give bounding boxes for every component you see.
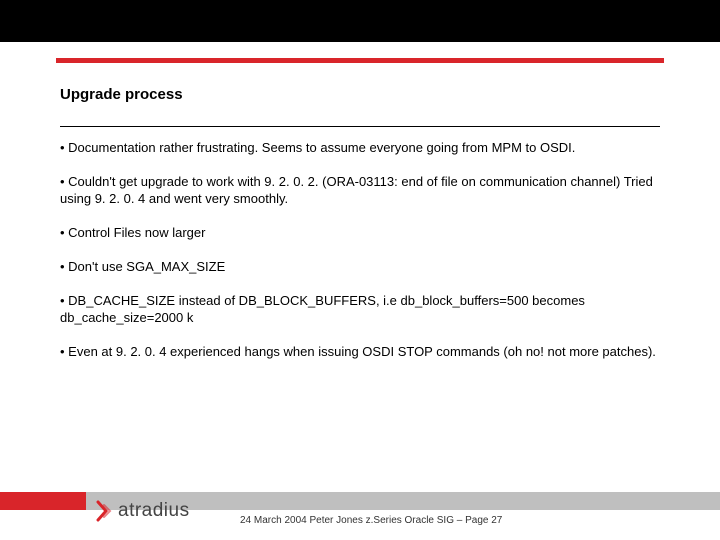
chevron-icon xyxy=(96,500,114,522)
bullet-item: • Don't use SGA_MAX_SIZE xyxy=(60,259,660,275)
footer-red-block xyxy=(0,492,86,510)
bullet-item: • Control Files now larger xyxy=(60,225,660,241)
brand-logo: atradius xyxy=(96,500,190,522)
footer-text: 24 March 2004 Peter Jones z.Series Oracl… xyxy=(240,515,620,526)
slide-body: • Documentation rather frustrating. Seem… xyxy=(60,140,660,378)
bullet-item: • Couldn't get upgrade to work with 9. 2… xyxy=(60,174,660,207)
title-red-rule xyxy=(56,58,664,63)
slide-title: Upgrade process xyxy=(60,86,183,103)
bullet-item: • Even at 9. 2. 0. 4 experienced hangs w… xyxy=(60,344,660,360)
title-underline xyxy=(60,126,660,127)
bullet-item: • Documentation rather frustrating. Seem… xyxy=(60,140,660,156)
bullet-item: • DB_CACHE_SIZE instead of DB_BLOCK_BUFF… xyxy=(60,293,660,326)
brand-name: atradius xyxy=(118,500,190,522)
top-black-bar xyxy=(0,0,720,42)
